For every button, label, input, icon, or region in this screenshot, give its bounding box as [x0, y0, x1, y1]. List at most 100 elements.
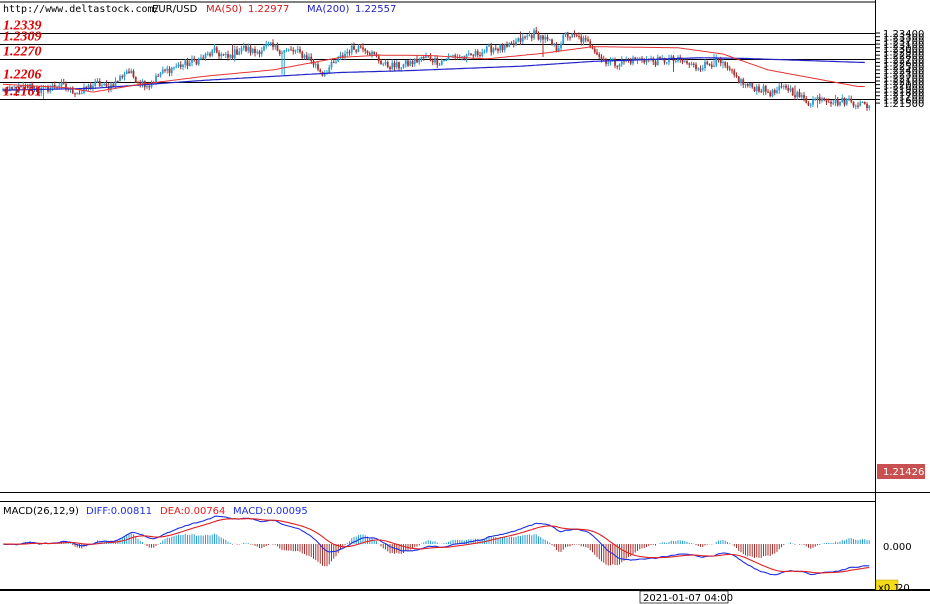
candle[interactable]: [699, 65, 702, 73]
candle[interactable]: [582, 35, 585, 46]
candle[interactable]: [202, 54, 205, 60]
candle[interactable]: [362, 43, 364, 53]
candle[interactable]: [470, 52, 472, 56]
candle[interactable]: [506, 41, 508, 48]
candle[interactable]: [116, 80, 119, 83]
candle[interactable]: [645, 56, 648, 65]
candle[interactable]: [371, 50, 373, 58]
candle[interactable]: [760, 88, 763, 93]
candle[interactable]: [722, 58, 724, 69]
candle[interactable]: [256, 49, 259, 55]
candle[interactable]: [186, 57, 189, 70]
candle[interactable]: [668, 54, 670, 66]
candle[interactable]: [224, 52, 227, 59]
candle[interactable]: [519, 31, 522, 46]
candle[interactable]: [762, 83, 765, 96]
candle[interactable]: [782, 84, 785, 90]
candle[interactable]: [240, 45, 243, 55]
candle[interactable]: [602, 55, 605, 62]
candle[interactable]: [236, 45, 238, 55]
candle[interactable]: [479, 51, 481, 58]
candle[interactable]: [618, 63, 621, 71]
candle[interactable]: [6, 88, 9, 94]
candle[interactable]: [267, 41, 270, 47]
candle[interactable]: [654, 59, 657, 67]
candle[interactable]: [348, 49, 351, 56]
candle[interactable]: [555, 41, 558, 53]
candle[interactable]: [175, 63, 178, 69]
candle[interactable]: [850, 95, 853, 104]
candle[interactable]: [204, 52, 207, 61]
candle[interactable]: [366, 50, 369, 56]
candle[interactable]: [121, 74, 124, 80]
candle[interactable]: [404, 59, 407, 68]
candle[interactable]: [123, 71, 126, 81]
candle[interactable]: [229, 53, 232, 61]
candle[interactable]: [294, 49, 297, 54]
candle[interactable]: [578, 32, 580, 40]
candle[interactable]: [161, 66, 164, 75]
candle[interactable]: [206, 51, 209, 56]
candle[interactable]: [445, 57, 448, 62]
candle[interactable]: [143, 80, 146, 91]
candle[interactable]: [643, 57, 646, 65]
candle[interactable]: [499, 43, 502, 53]
candle[interactable]: [791, 87, 794, 97]
candle[interactable]: [335, 59, 337, 65]
candle[interactable]: [276, 42, 279, 52]
candle[interactable]: [652, 56, 655, 66]
candle[interactable]: [494, 44, 497, 51]
candle[interactable]: [562, 33, 565, 45]
candle[interactable]: [764, 84, 767, 95]
candle[interactable]: [105, 80, 108, 89]
candle[interactable]: [287, 48, 290, 52]
candle[interactable]: [521, 33, 524, 45]
candle[interactable]: [119, 74, 121, 82]
candle[interactable]: [339, 51, 342, 60]
candle[interactable]: [697, 67, 700, 72]
candle[interactable]: [551, 38, 553, 46]
candle[interactable]: [314, 62, 317, 69]
candle[interactable]: [328, 64, 331, 75]
candle[interactable]: [431, 58, 434, 66]
candle[interactable]: [251, 47, 254, 55]
candle[interactable]: [249, 44, 252, 56]
candle[interactable]: [443, 59, 445, 62]
candle[interactable]: [98, 78, 101, 87]
candle[interactable]: [359, 44, 362, 49]
candle[interactable]: [528, 31, 531, 37]
candle[interactable]: [807, 101, 810, 107]
candle[interactable]: [395, 60, 398, 70]
candle[interactable]: [69, 86, 72, 93]
candle[interactable]: [303, 53, 306, 60]
candle[interactable]: [125, 69, 128, 75]
candle[interactable]: [278, 49, 281, 57]
candle[interactable]: [596, 49, 598, 56]
candle[interactable]: [503, 43, 506, 53]
candle[interactable]: [332, 58, 335, 64]
candle[interactable]: [438, 62, 441, 66]
candle[interactable]: [195, 59, 198, 66]
candle[interactable]: [458, 54, 461, 59]
candle[interactable]: [283, 49, 286, 76]
candle[interactable]: [456, 53, 459, 60]
candle[interactable]: [843, 97, 846, 107]
candle[interactable]: [242, 42, 245, 51]
candle[interactable]: [139, 79, 142, 88]
candle[interactable]: [182, 63, 184, 71]
candle[interactable]: [713, 54, 715, 68]
candle[interactable]: [58, 82, 61, 90]
candle[interactable]: [704, 59, 706, 71]
candle[interactable]: [434, 55, 436, 65]
candle[interactable]: [785, 83, 787, 91]
candle[interactable]: [101, 82, 103, 88]
candle[interactable]: [474, 49, 477, 57]
candle[interactable]: [92, 82, 94, 91]
candle[interactable]: [344, 50, 346, 61]
candle[interactable]: [94, 78, 97, 90]
candle[interactable]: [429, 53, 432, 62]
candle[interactable]: [593, 46, 596, 54]
candle[interactable]: [184, 59, 187, 69]
